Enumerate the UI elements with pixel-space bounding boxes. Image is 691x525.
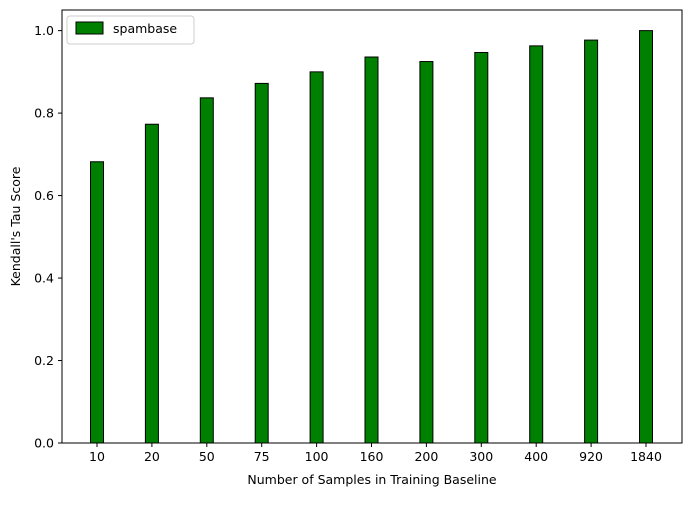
legend-label-spambase: spambase <box>113 21 177 36</box>
legend: spambase <box>66 15 195 45</box>
x-tick-label: 920 <box>579 449 603 464</box>
x-tick-label: 50 <box>199 449 215 464</box>
bar-300 <box>474 51 489 444</box>
x-axis-ticks: 10 20 50 75 100 160 200 300 400 920 1840 <box>89 443 662 464</box>
y-tick-label: 0.8 <box>34 106 54 121</box>
bar-920 <box>584 39 599 444</box>
x-tick-label: 200 <box>414 449 438 464</box>
y-tick-label: 0.0 <box>34 436 54 451</box>
legend-swatch-spambase <box>75 21 104 35</box>
bar-50 <box>199 97 214 444</box>
x-tick-label: 400 <box>524 449 548 464</box>
bar-20 <box>144 123 159 444</box>
y-tick-label: 0.6 <box>34 188 54 203</box>
x-tick-label: 20 <box>144 449 160 464</box>
bars-group <box>90 30 653 444</box>
y-tick-label: 0.4 <box>34 271 54 286</box>
bar-160 <box>364 56 379 444</box>
x-tick-label: 100 <box>305 449 329 464</box>
x-tick-label: 75 <box>254 449 270 464</box>
bar-200 <box>419 61 434 444</box>
y-tick-label: 1.0 <box>34 23 54 38</box>
bar-400 <box>529 45 544 444</box>
x-tick-label: 10 <box>89 449 105 464</box>
y-axis-ticks: 0.0 0.2 0.4 0.6 0.8 1.0 <box>34 23 62 451</box>
y-tick-label: 0.2 <box>34 353 54 368</box>
x-tick-label: 300 <box>469 449 493 464</box>
y-axis-label: Kendall's Tau Score <box>8 166 23 286</box>
bar-100 <box>309 71 324 444</box>
bar-1840 <box>639 30 653 444</box>
x-tick-label: 1840 <box>630 449 662 464</box>
x-tick-label: 160 <box>360 449 384 464</box>
x-axis-label: Number of Samples in Training Baseline <box>247 472 497 487</box>
bar-75 <box>254 82 269 444</box>
bar-10 <box>90 161 104 444</box>
